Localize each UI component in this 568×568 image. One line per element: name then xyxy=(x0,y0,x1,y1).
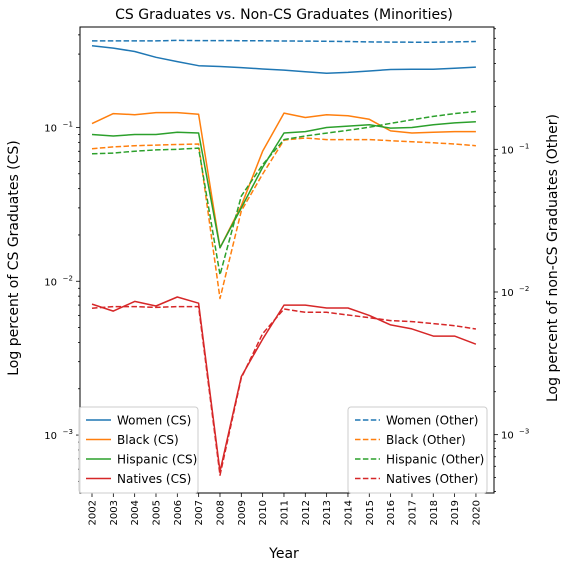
series-line-hispanic-other xyxy=(91,110,476,276)
tick-exponent: −1 xyxy=(63,120,73,128)
tick-label: 10 xyxy=(501,288,514,299)
tick-label: 10 xyxy=(44,431,57,442)
series-line-black-cs xyxy=(91,111,476,249)
x-tick-label: 2015 xyxy=(365,500,376,525)
x-axis-label: Year xyxy=(268,546,299,562)
series-line-women-cs xyxy=(91,44,476,75)
x-tick-label: 2020 xyxy=(471,500,482,525)
tick-exponent: −2 xyxy=(63,274,73,282)
series-line-natives-other xyxy=(91,305,477,476)
x-tick-label: 2007 xyxy=(194,500,205,525)
tick-label: 10 xyxy=(44,277,57,288)
legend-label: Natives (Other) xyxy=(386,472,478,486)
legend-label: Women (CS) xyxy=(117,414,191,428)
legend-label: Hispanic (CS) xyxy=(117,453,197,467)
x-tick-label: 2003 xyxy=(109,500,120,525)
legend-label: Women (Other) xyxy=(386,414,478,428)
x-tick-label: 2011 xyxy=(279,500,290,525)
x-tick-label: 2016 xyxy=(386,500,397,525)
x-tick-label: 2018 xyxy=(429,500,440,525)
tick-label: 10 xyxy=(44,123,57,134)
chart-title: CS Graduates vs. Non-CS Graduates (Minor… xyxy=(115,7,453,23)
right-y-axis: 10 −3 10 −2 10 −1 xyxy=(494,28,529,492)
plot-area xyxy=(79,26,495,494)
x-tick-label: 2006 xyxy=(173,500,184,525)
series-line-natives-cs xyxy=(91,296,477,473)
left-y-axis-label: Log percent of CS Graduates (CS) xyxy=(6,140,22,376)
tick-exponent: −3 xyxy=(63,428,73,436)
x-tick-label: 2012 xyxy=(301,500,312,525)
x-tick-label: 2013 xyxy=(322,500,333,525)
legend-label: Hispanic (Other) xyxy=(386,453,484,467)
x-tick-label: 2004 xyxy=(130,500,141,525)
legend-box xyxy=(78,406,199,494)
legend-label: Black (CS) xyxy=(117,433,179,447)
tick-exponent: −1 xyxy=(519,142,529,150)
x-tick-label: 2017 xyxy=(407,500,418,525)
series-line-women-other xyxy=(92,39,476,43)
legend-box xyxy=(347,406,488,494)
series-layer xyxy=(91,39,477,476)
tick-exponent: −2 xyxy=(519,285,529,293)
plot-frame xyxy=(79,26,495,494)
x-tick-label: 2014 xyxy=(343,500,354,525)
x-tick-label: 2008 xyxy=(215,500,226,525)
x-axis: 2002 2003 2004 2005 2006 2007 2008 2009 2010 2011… xyxy=(88,493,482,525)
right-y-axis-label: Log percent of non-CS Graduates (Other) xyxy=(545,114,561,402)
series-line-black-other xyxy=(91,137,476,300)
x-tick-label: 2002 xyxy=(88,500,99,525)
legend-label: Natives (CS) xyxy=(117,472,191,486)
tick-label: 10 xyxy=(501,145,514,156)
x-tick-label: 2019 xyxy=(450,500,461,525)
legend-other: Women (Other) Black (Other) Hispanic (Othe… xyxy=(347,406,488,494)
tick-label: 10 xyxy=(501,431,514,442)
series-line-hispanic-cs xyxy=(91,120,476,249)
tick-exponent: −3 xyxy=(519,428,529,436)
x-tick-label: 2010 xyxy=(258,500,269,525)
x-tick-label: 2005 xyxy=(151,500,162,525)
x-tick-label: 2009 xyxy=(237,500,248,525)
legend-cs: Women (CS) Black (CS) Hispanic (CS) Natives… xyxy=(78,406,199,494)
legend-label: Black (Other) xyxy=(386,433,466,447)
left-y-axis: 10 −3 10 −2 10 −1 xyxy=(44,34,80,482)
